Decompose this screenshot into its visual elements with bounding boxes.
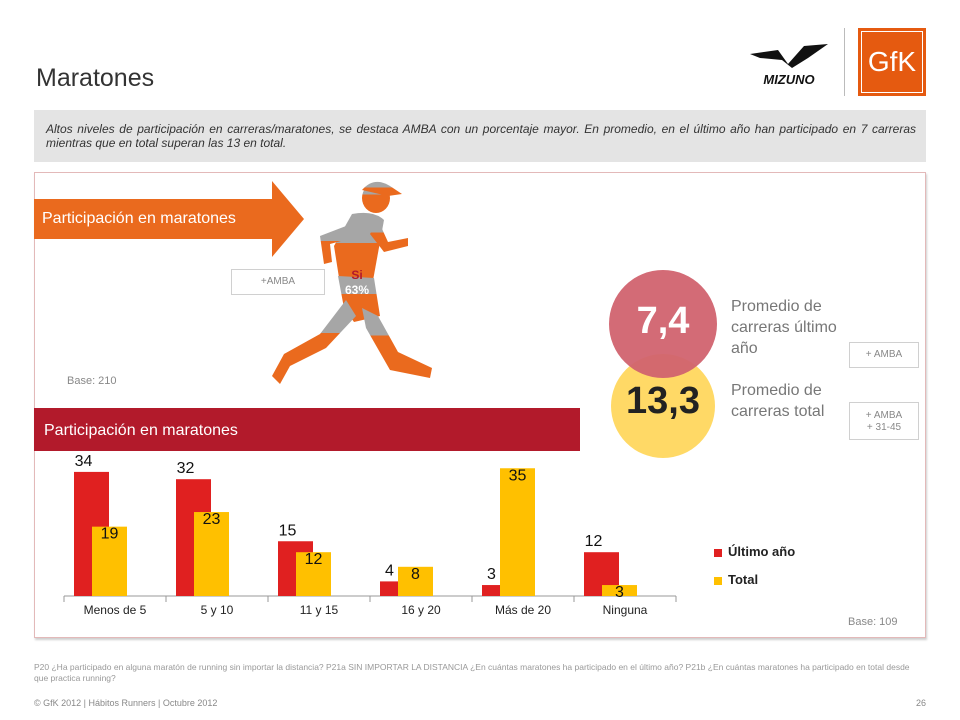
total-tag-line-2: + 31-45 (866, 422, 902, 433)
last-year-average-circle (609, 270, 717, 378)
last-year-label-line-1: Promedio de (731, 298, 822, 315)
data-label: 32 (177, 460, 195, 477)
gfk-logo-inner (861, 31, 923, 93)
legend-label-last-year: Último año (728, 544, 796, 559)
mizuno-logo-text: MIZUNO (763, 72, 814, 87)
data-label: 23 (203, 511, 221, 528)
runner-label: Si 63% (336, 268, 378, 298)
legend-swatch-total (714, 577, 722, 585)
average-circles (605, 270, 721, 460)
total-label-line-2: carreras total (731, 403, 825, 420)
total-tag-line-1: + AMBA (865, 410, 903, 421)
runner-figure (262, 176, 442, 390)
last-year-average-value: 7,4 (636, 300, 690, 342)
data-label: 15 (279, 522, 297, 539)
bar-total (602, 585, 637, 596)
data-label: 12 (305, 551, 323, 568)
data-label: 4 (385, 562, 394, 579)
amba-tag-last-year: + AMBA (849, 342, 919, 368)
copyright: © GfK 2012 | Hábitos Runners | Octubre 2… (34, 698, 218, 708)
legend-swatch-last-year (714, 549, 722, 557)
last-year-label-line-2: carreras último (731, 319, 837, 336)
total-label-line-1: Promedio de (731, 382, 822, 399)
question-footnote: P20 ¿Ha participado en alguna maratón de… (34, 662, 910, 683)
category-label: 16 y 20 (401, 603, 441, 617)
last-year-label-line-3: año (731, 340, 758, 357)
category-label: Más de 20 (495, 603, 551, 617)
gfk-logo-text: GfK (867, 46, 917, 77)
base-frequency: Base: 109 (848, 616, 898, 628)
participation-band-arrow (272, 181, 304, 257)
bar-total (92, 526, 127, 596)
bar-total (296, 552, 331, 596)
participation-band: Participación en maratones (34, 199, 272, 239)
bar-total (194, 512, 229, 596)
data-label: 34 (75, 453, 93, 470)
category-label: 5 y 10 (201, 603, 234, 617)
runner-label-line1: Si (351, 268, 363, 282)
total-average-value: 13,3 (626, 380, 700, 422)
logo-divider (844, 28, 845, 96)
participation-band-label: Participación en maratones (42, 210, 236, 227)
data-label: 3 (487, 566, 496, 583)
category-label: Ninguna (603, 603, 648, 617)
total-average-circle (611, 354, 715, 458)
data-label: 12 (585, 533, 603, 550)
bar-total (500, 468, 535, 596)
data-label: 35 (509, 467, 527, 484)
mizuno-logo: MIZUNO (748, 38, 830, 90)
total-average-label: Promedio de carreras total (731, 380, 824, 422)
category-label: Menos de 5 (84, 603, 147, 617)
gfk-logo: GfK (858, 28, 926, 96)
bar-last-year (482, 585, 517, 596)
base-participation: Base: 210 (67, 375, 117, 387)
amba-tag-total: + AMBA + 31-45 (849, 402, 919, 440)
page-title: Maratones (36, 64, 155, 92)
bar-total (398, 566, 433, 596)
frequency-chart: 34 19 Menos de 5 32 23 5 y 10 15 12 11 y 15 4 8 16 … (63, 453, 677, 617)
legend-label-total: Total (728, 572, 759, 587)
frequency-band: Participación en maratones (34, 408, 580, 451)
data-label: 3 (615, 584, 624, 601)
intro-text: Altos niveles de participación en carrer… (34, 110, 926, 162)
page-number: 26 (915, 698, 926, 708)
amba-tag-participation: +AMBA (231, 269, 325, 295)
runner-label-line2: 63% (344, 283, 370, 297)
data-label: 8 (411, 566, 420, 583)
last-year-average-label: Promedio de carreras último año (731, 296, 837, 359)
frequency-band-label: Participación en maratones (44, 422, 238, 439)
category-label: 11 y 15 (300, 603, 339, 617)
data-label: 19 (101, 526, 119, 543)
